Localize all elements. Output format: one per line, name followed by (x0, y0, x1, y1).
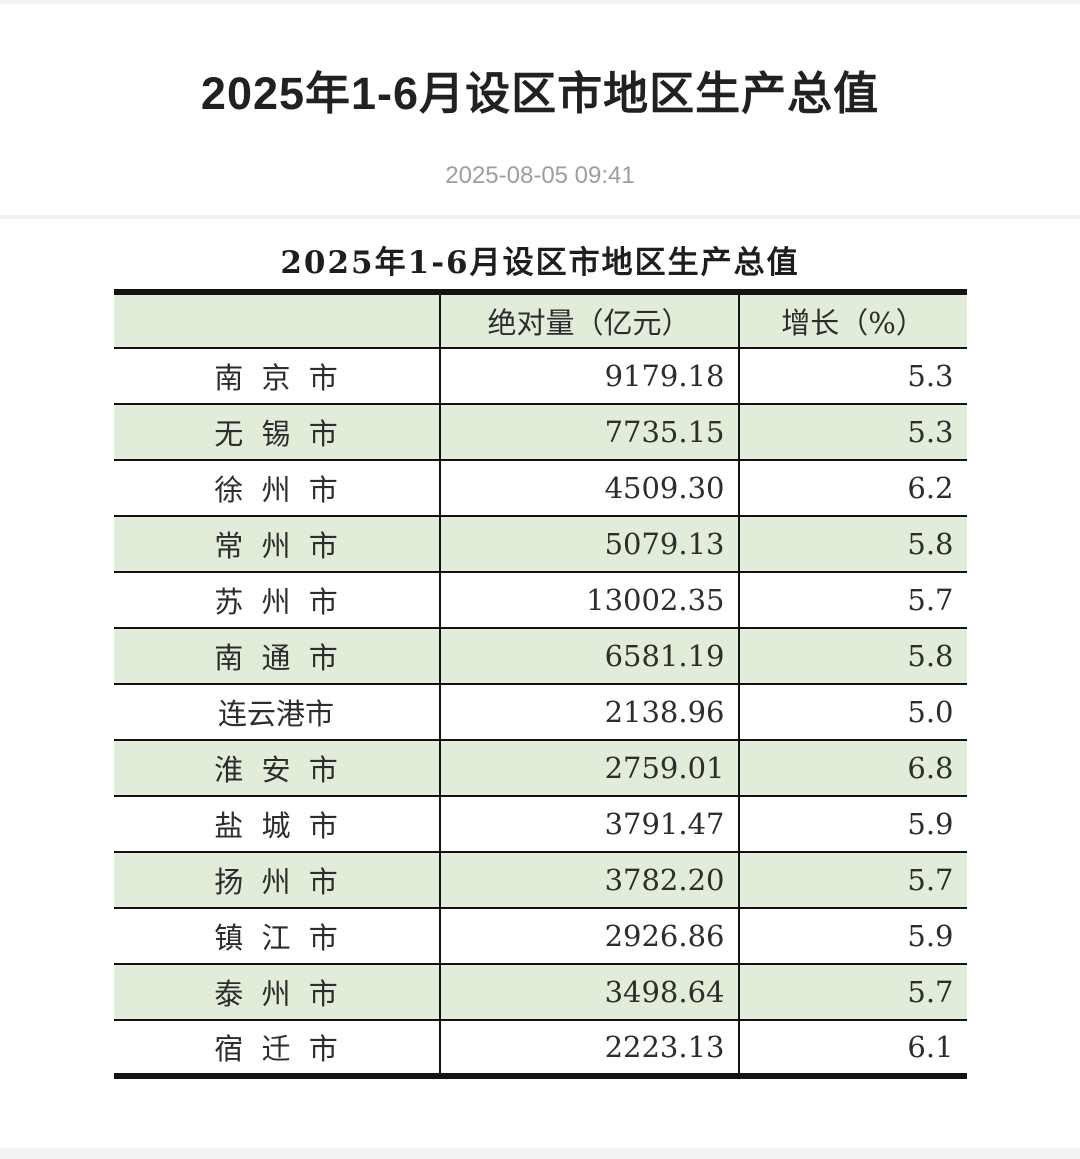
city-name-cell: 南 通 市 (113, 628, 441, 685)
city-name-cell: 常 州 市 (113, 516, 441, 573)
table-title: 2025年1-6月设区市地区生产总值 (280, 245, 800, 281)
city-name-cell: 南 京 市 (113, 348, 441, 405)
city-name-cell: 苏 州 市 (113, 572, 441, 629)
growth-rate-cell: 5.9 (738, 796, 967, 853)
absolute-value-cell: 5079.13 (439, 516, 740, 573)
absolute-value-cell: 2223.13 (439, 1020, 740, 1076)
growth-rate-cell: 6.1 (907, 1030, 954, 1064)
top-strip (0, 0, 1080, 4)
table-row: 徐 州 市 4509.30 6.2 (113, 460, 967, 517)
table-row: 盐 城 市 3791.47 5.9 (113, 796, 967, 853)
growth-rate-cell: 5.7 (738, 964, 967, 1021)
table-row: 镇 江 市 2926.86 5.9 (113, 908, 967, 965)
growth-rate-cell: 5.3 (738, 348, 967, 405)
absolute-value-cell: 2926.86 (439, 908, 740, 965)
table-row: 南 通 市 6581.19 5.8 (113, 628, 967, 685)
table-row: 连云港市 2138.96 5.0 (113, 684, 967, 741)
city-name-cell: 泰 州 市 (113, 964, 441, 1021)
city-name-cell: 徐 州 市 (113, 460, 441, 517)
table-row: 泰 州 市 3498.64 5.7 (113, 964, 967, 1021)
footer-strip (0, 1148, 1080, 1159)
city-name-cell: 宿 迁 市 (113, 1020, 441, 1076)
growth-rate-cell: 5.8 (738, 628, 967, 685)
city-name-cell: 扬 州 市 (113, 852, 441, 909)
city-name-cell: 淮 安 市 (113, 740, 441, 797)
absolute-value-cell: 3791.47 (439, 796, 740, 853)
absolute-value-cell: 3498.64 (439, 964, 740, 1021)
table-row: 宿 迁 市 2223.13 6.1 (113, 1020, 967, 1076)
growth-rate-cell: 5.9 (738, 908, 967, 965)
absolute-value-cell: 7735.15 (439, 404, 740, 461)
growth-rate-cell: 5.7 (738, 572, 967, 629)
table-row: 苏 州 市 13002.35 5.7 (113, 572, 967, 629)
absolute-value-cell: 2138.96 (439, 684, 740, 741)
table-row: 南 京 市 9179.18 5.3 (113, 348, 967, 405)
growth-rate-cell: 5.3 (738, 404, 967, 461)
growth-rate-cell: 5.7 (738, 852, 967, 909)
growth-rate-cell: 5.8 (738, 516, 967, 573)
city-name-cell: 盐 城 市 (113, 796, 441, 853)
section-divider (0, 215, 1080, 219)
absolute-value-cell: 6581.19 (439, 628, 740, 685)
growth-rate-cell: 5.0 (738, 684, 967, 741)
header-absolute-amount: 绝对量（亿元） (439, 292, 740, 349)
table-row: 淮 安 市 2759.01 6.8 (113, 740, 967, 797)
city-name-cell: 镇 江 市 (113, 908, 441, 965)
absolute-value-cell: 9179.18 (439, 348, 740, 405)
absolute-value-cell: 2759.01 (439, 740, 740, 797)
absolute-value-cell: 13002.35 (439, 572, 740, 629)
city-name-cell: 无 锡 市 (113, 404, 441, 461)
growth-rate-cell: 6.8 (738, 740, 967, 797)
header-growth-percent: 增长（%） (738, 292, 967, 349)
table-row: 无 锡 市 7735.15 5.3 (113, 404, 967, 461)
gdp-table: 绝对量（亿元） 增长（%） 南 京 市 9179.18 5.3 无 锡 市 7735.1… (113, 289, 967, 1079)
table-header-row: 绝对量（亿元） 增长（%） (113, 292, 967, 349)
header-city-column (113, 292, 441, 349)
table-row: 常 州 市 5079.13 5.8 (113, 516, 967, 573)
absolute-value-cell: 4509.30 (439, 460, 740, 517)
absolute-value-cell: 3782.20 (439, 852, 740, 909)
city-name-cell: 连云港市 (113, 684, 441, 741)
table-row: 扬 州 市 3782.20 5.7 (113, 852, 967, 909)
page-title: 2025年1-6月设区市地区生产总值 (200, 68, 880, 119)
publish-date: 2025-08-05 09:41 (445, 162, 635, 189)
growth-rate-cell: 6.2 (738, 460, 967, 517)
